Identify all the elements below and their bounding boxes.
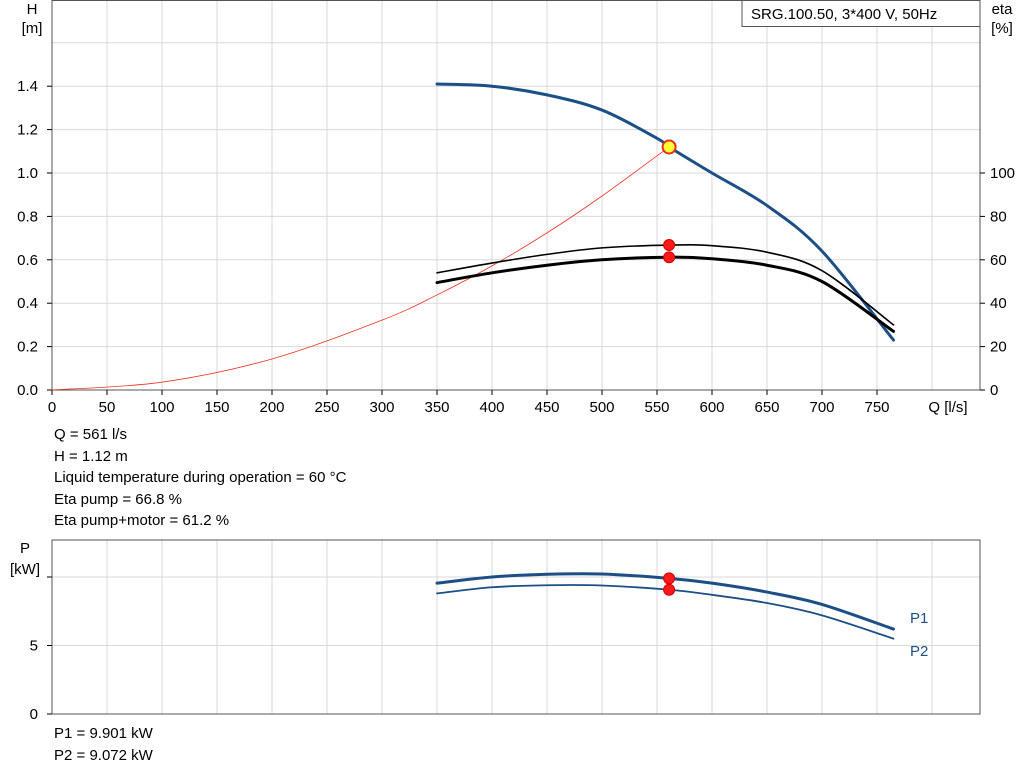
p1-marker (663, 572, 676, 585)
eta-total-readout: Eta pump+motor = 61.2 % (54, 512, 230, 529)
p-axis-unit: [kW] (10, 561, 40, 578)
duty-point-marker (661, 139, 677, 155)
eta-axis-label: eta (992, 1, 1014, 18)
head-curve (435, 82, 895, 342)
head-readout: H = 1.12 m (54, 447, 128, 465)
eta-tick-label: 60 (990, 252, 1007, 269)
eta-tick-label: 100 (990, 165, 1015, 182)
p-tick-label: 5 (30, 638, 38, 655)
x-tick-label: 450 (534, 399, 559, 416)
title-box (741, 0, 981, 27)
h-axis-unit: [m] (22, 20, 43, 37)
power-info: P1 = 9.901 kW P2 = 9.072 kW (54, 723, 153, 766)
h-tick-label: 0.4 (17, 295, 38, 312)
p-tick-label: 0 (30, 706, 38, 723)
h-axis-label: H (27, 1, 38, 18)
x-tick-label: 50 (99, 399, 116, 416)
bottom-plot-frame (51, 539, 981, 715)
eta-tick-label: 0 (990, 382, 998, 399)
eta-pump-readout: Eta pump = 66.8 % (54, 490, 182, 508)
eta-tick-label: 40 (990, 295, 1007, 312)
eta-tick-label: 20 (990, 339, 1007, 356)
x-tick-label: 650 (754, 399, 779, 416)
x-tick-label: 500 (589, 399, 614, 416)
p1-readout: P1 = 9.901 kW (54, 725, 153, 742)
eta-tick-label: 80 (990, 208, 1007, 225)
x-tick-label: 550 (644, 399, 669, 416)
x-axis-label: Q [l/s] (928, 399, 967, 416)
p-axis-label: P (20, 540, 30, 557)
power-series-label: P1 (910, 610, 928, 627)
h-tick-label: 0.6 (17, 252, 38, 269)
h-tick-label: 1.2 (17, 122, 38, 139)
chart-title: SRG.100.50, 3*400 V, 50Hz (751, 6, 937, 23)
eta-total-curve (435, 255, 895, 333)
h-tick-label: 0.2 (17, 339, 38, 356)
x-tick-label: 600 (699, 399, 724, 416)
eta-total-marker (663, 251, 676, 264)
h-tick-label: 1.4 (17, 78, 38, 95)
x-tick-label: 200 (259, 399, 284, 416)
x-tick-label: 150 (204, 399, 229, 416)
x-tick-label: 0 (48, 399, 56, 416)
x-tick-label: 100 (149, 399, 174, 416)
eta-axis-unit: [%] (991, 20, 1013, 37)
power-series-label: P2 (910, 643, 928, 660)
x-tick-label: 400 (479, 399, 504, 416)
x-tick-label: 700 (809, 399, 834, 416)
h-tick-label: 1.0 (17, 165, 38, 182)
p2-marker (663, 583, 676, 596)
top-plot-frame (51, 0, 981, 391)
x-tick-label: 750 (864, 399, 889, 416)
h-tick-label: 0.0 (17, 382, 38, 399)
x-tick-label: 250 (314, 399, 339, 416)
flow-readout: Q = 561 l/s (54, 426, 127, 443)
eta-pump-marker (663, 239, 676, 252)
system-curve (51, 146, 670, 391)
h-tick-label: 0.8 (17, 208, 38, 225)
duty-point-info: Q = 561 l/s H = 1.12 m Liquid temperatur… (54, 424, 346, 532)
temperature-readout: Liquid temperature during operation = 60… (54, 469, 347, 486)
p2-readout: P2 = 9.072 kW (54, 746, 153, 764)
x-tick-label: 350 (424, 399, 449, 416)
x-tick-label: 300 (369, 399, 394, 416)
